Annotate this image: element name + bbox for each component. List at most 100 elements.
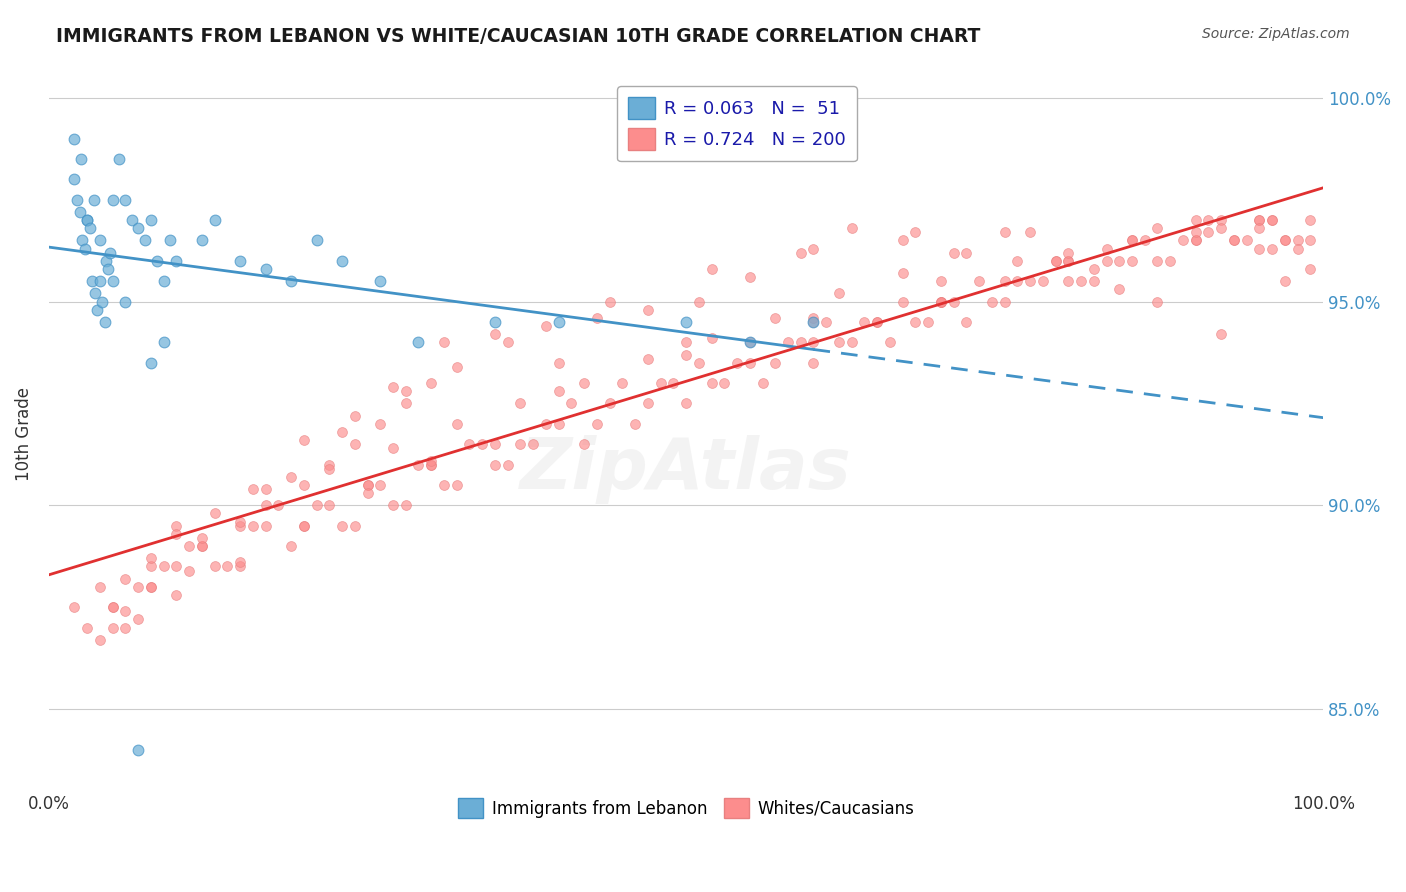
- Point: [841, 335, 863, 350]
- Text: IMMIGRANTS FROM LEBANON VS WHITE/CAUCASIAN 10TH GRADE CORRELATION CHART: IMMIGRANTS FROM LEBANON VS WHITE/CAUCASI…: [56, 27, 980, 45]
- Point: [139, 580, 162, 594]
- Point: [1211, 221, 1233, 235]
- Point: [458, 437, 481, 451]
- Point: [675, 335, 697, 350]
- Point: [484, 458, 506, 472]
- Point: [89, 234, 111, 248]
- Point: [94, 315, 117, 329]
- Point: [204, 507, 226, 521]
- Point: [599, 396, 621, 410]
- Point: [242, 482, 264, 496]
- Point: [675, 347, 697, 361]
- Point: [1274, 234, 1296, 248]
- Point: [165, 518, 187, 533]
- Point: [76, 621, 98, 635]
- Point: [179, 564, 201, 578]
- Point: [368, 478, 391, 492]
- Point: [1184, 234, 1206, 248]
- Point: [159, 234, 181, 248]
- Point: [330, 253, 353, 268]
- Point: [267, 499, 290, 513]
- Point: [101, 193, 124, 207]
- Point: [114, 572, 136, 586]
- Point: [101, 621, 124, 635]
- Point: [738, 335, 761, 350]
- Point: [471, 437, 494, 451]
- Point: [66, 193, 89, 207]
- Point: [1299, 213, 1322, 227]
- Point: [904, 225, 927, 239]
- Point: [395, 499, 418, 513]
- Point: [891, 294, 914, 309]
- Point: [1121, 234, 1143, 248]
- Point: [522, 437, 544, 451]
- Point: [76, 213, 98, 227]
- Point: [866, 315, 889, 329]
- Point: [738, 335, 761, 350]
- Point: [484, 437, 506, 451]
- Point: [73, 242, 96, 256]
- Point: [69, 152, 91, 166]
- Point: [904, 315, 927, 329]
- Point: [1146, 221, 1168, 235]
- Point: [1045, 253, 1067, 268]
- Point: [509, 437, 531, 451]
- Point: [420, 453, 443, 467]
- Point: [1083, 262, 1105, 277]
- Point: [1236, 234, 1258, 248]
- Point: [738, 270, 761, 285]
- Point: [1108, 282, 1130, 296]
- Point: [254, 499, 277, 513]
- Point: [139, 213, 162, 227]
- Text: ZipAtlas: ZipAtlas: [520, 435, 852, 504]
- Point: [942, 245, 965, 260]
- Point: [1274, 274, 1296, 288]
- Point: [790, 245, 813, 260]
- Point: [229, 555, 252, 569]
- Point: [165, 253, 187, 268]
- Point: [292, 518, 315, 533]
- Point: [929, 274, 952, 288]
- Point: [446, 417, 468, 431]
- Point: [229, 559, 252, 574]
- Point: [637, 302, 659, 317]
- Point: [1133, 234, 1156, 248]
- Point: [152, 335, 174, 350]
- Point: [114, 621, 136, 635]
- Point: [89, 274, 111, 288]
- Point: [496, 335, 519, 350]
- Point: [1184, 234, 1206, 248]
- Point: [586, 417, 609, 431]
- Point: [1286, 242, 1309, 256]
- Point: [86, 302, 108, 317]
- Point: [204, 559, 226, 574]
- Point: [343, 518, 366, 533]
- Point: [420, 458, 443, 472]
- Point: [382, 499, 405, 513]
- Point: [91, 294, 114, 309]
- Point: [1007, 253, 1029, 268]
- Point: [305, 499, 328, 513]
- Point: [994, 294, 1017, 309]
- Point: [1019, 225, 1042, 239]
- Point: [700, 376, 723, 390]
- Point: [994, 274, 1017, 288]
- Point: [229, 515, 252, 529]
- Point: [841, 221, 863, 235]
- Point: [229, 518, 252, 533]
- Point: [866, 315, 889, 329]
- Point: [891, 266, 914, 280]
- Point: [127, 580, 149, 594]
- Point: [1083, 274, 1105, 288]
- Point: [688, 294, 710, 309]
- Point: [700, 262, 723, 277]
- Point: [395, 396, 418, 410]
- Point: [967, 274, 990, 288]
- Point: [700, 331, 723, 345]
- Point: [803, 335, 825, 350]
- Point: [217, 559, 239, 574]
- Point: [165, 559, 187, 574]
- Point: [446, 359, 468, 374]
- Point: [395, 384, 418, 399]
- Point: [1121, 253, 1143, 268]
